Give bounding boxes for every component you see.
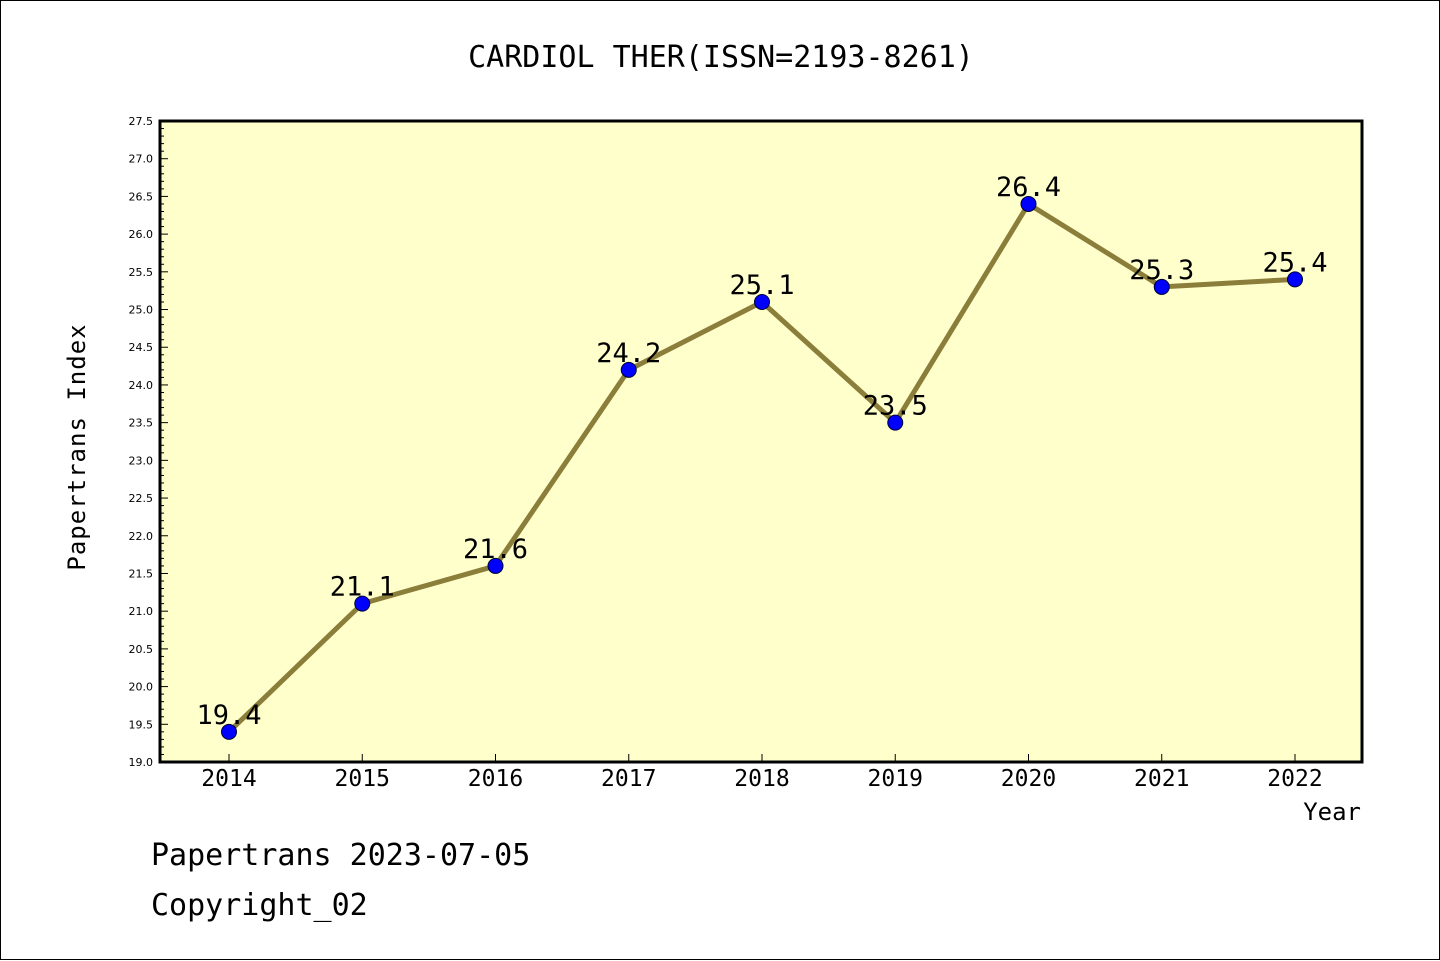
data-point — [354, 595, 371, 612]
data-label: 26.4 — [996, 172, 1061, 203]
data-point — [221, 723, 237, 740]
y-tick-label: 20.0 — [129, 681, 154, 694]
y-tick-label: 26.0 — [129, 228, 154, 241]
x-tick-label: 2022 — [1267, 766, 1322, 792]
y-tick-label: 19.0 — [129, 756, 154, 769]
y-tick-label: 22.5 — [129, 492, 154, 505]
data-point — [1020, 195, 1037, 212]
y-tick-label: 25.0 — [129, 304, 154, 317]
plot-border — [158, 119, 1364, 764]
footer-copyright: Copyright_02 — [151, 888, 368, 923]
y-tick-label: 21.5 — [129, 567, 154, 580]
y-tick-label: 22.0 — [129, 530, 154, 543]
x-axis-ticks: 2014 2015 2016 2017 2018 2019 2020 2021 2022 — [201, 754, 1323, 792]
y-tick-label: 25.5 — [129, 266, 154, 279]
data-label: 25.1 — [729, 270, 794, 301]
data-label: 25.4 — [1262, 247, 1327, 278]
y-axis-label: Papertrans Index — [63, 323, 91, 570]
data-point — [487, 557, 504, 574]
x-tick-label: 2014 — [201, 766, 256, 792]
x-tick-label: 2020 — [1001, 766, 1056, 792]
x-axis-label: Year — [1303, 798, 1361, 826]
y-tick-label: 20.5 — [129, 643, 154, 656]
x-tick-label: 2021 — [1134, 766, 1189, 792]
data-point — [754, 293, 770, 310]
y-tick-label: 23.0 — [129, 454, 154, 467]
y-tick-label: 24.5 — [129, 341, 154, 354]
data-labels: 19.4 21.1 21.6 24.2 25.1 23.5 26.4 25.3 25.4 — [196, 172, 1327, 731]
x-tick-label: 2018 — [734, 766, 789, 792]
y-tick-label: 26.5 — [129, 190, 154, 203]
x-tick-label: 2019 — [868, 766, 923, 792]
data-label: 23.5 — [863, 391, 928, 422]
y-tick-label: 19.5 — [129, 718, 154, 731]
y-tick-label: 27.0 — [129, 153, 154, 166]
data-point — [620, 361, 637, 378]
data-label: 24.2 — [596, 338, 661, 369]
plot-area — [160, 121, 1362, 762]
footer-date: Papertrans 2023-07-05 — [151, 838, 530, 873]
x-tick-label: 2016 — [468, 766, 523, 792]
data-label: 25.3 — [1129, 255, 1194, 286]
chart-title: CARDIOL THER(ISSN=2193-8261) — [468, 40, 974, 75]
x-tick-label: 2017 — [601, 766, 656, 792]
y-tick-label: 27.5 — [129, 115, 154, 128]
data-point — [1153, 278, 1170, 295]
data-label: 21.1 — [330, 572, 395, 603]
data-label: 19.4 — [196, 700, 261, 731]
data-label: 21.6 — [463, 534, 528, 565]
x-tick-label: 2015 — [335, 766, 390, 792]
data-point — [887, 414, 904, 431]
y-tick-label: 24.0 — [129, 379, 154, 392]
y-tick-label: 23.5 — [129, 417, 154, 430]
y-tick-label: 21.0 — [129, 605, 154, 618]
data-markers — [221, 195, 1303, 740]
data-point — [1287, 271, 1303, 288]
